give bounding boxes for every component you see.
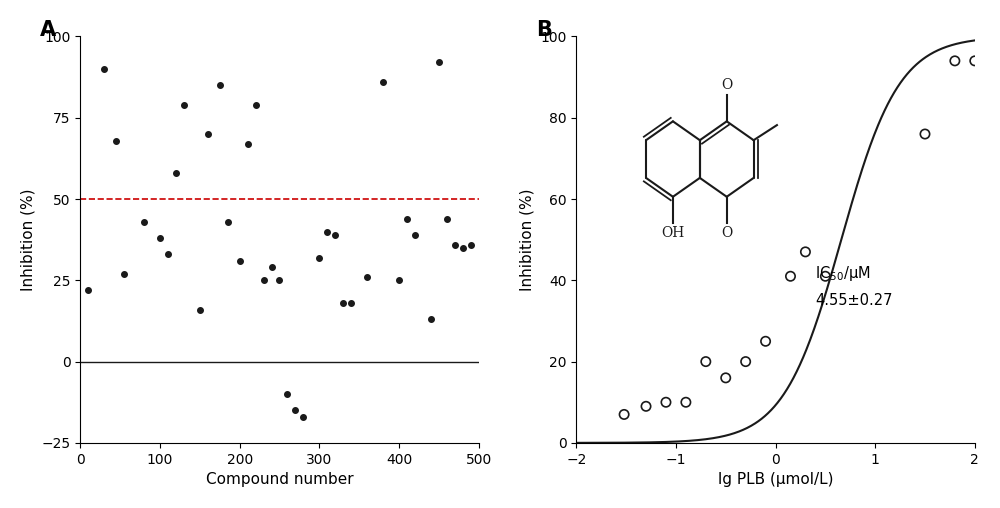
Point	[192, 305, 208, 313]
Point	[279, 390, 295, 398]
Point	[96, 65, 112, 73]
Point	[264, 263, 280, 271]
Point	[947, 57, 963, 65]
Text: A: A	[40, 20, 57, 40]
Point	[200, 130, 216, 138]
Point	[256, 276, 272, 284]
Point	[287, 406, 303, 415]
Point	[718, 374, 734, 382]
Point	[116, 270, 132, 278]
Point	[220, 218, 236, 226]
Point	[359, 273, 375, 281]
Point	[758, 337, 774, 345]
Point	[967, 57, 983, 65]
Point	[455, 244, 471, 252]
X-axis label: lg PLB (μmol/L): lg PLB (μmol/L)	[718, 472, 833, 487]
Point	[295, 413, 311, 421]
Y-axis label: Inhibition (%): Inhibition (%)	[520, 188, 535, 291]
Point	[168, 169, 184, 177]
Point	[212, 81, 228, 89]
Text: IC$_{50}$/μM
4.55±0.27: IC$_{50}$/μM 4.55±0.27	[815, 264, 893, 308]
Point	[797, 248, 813, 256]
Point	[463, 240, 479, 248]
Point	[738, 358, 754, 366]
Point	[248, 101, 264, 109]
Point	[439, 214, 455, 223]
Point	[658, 398, 674, 406]
Point	[391, 276, 407, 284]
Point	[108, 137, 124, 145]
Text: B: B	[536, 20, 552, 40]
Point	[160, 250, 176, 259]
Point	[616, 410, 632, 419]
Y-axis label: Inhibition (%): Inhibition (%)	[21, 188, 36, 291]
Point	[240, 140, 256, 148]
Point	[152, 234, 168, 242]
Point	[271, 276, 287, 284]
Point	[698, 358, 714, 366]
Point	[407, 231, 423, 239]
Point	[343, 299, 359, 307]
Point	[80, 286, 96, 294]
Point	[678, 398, 694, 406]
X-axis label: Compound number: Compound number	[206, 472, 353, 487]
Point	[375, 78, 391, 86]
Point	[136, 218, 152, 226]
Point	[399, 214, 415, 223]
Point	[319, 228, 335, 236]
Point	[917, 130, 933, 138]
Point	[638, 402, 654, 410]
Point	[782, 272, 798, 280]
Point	[176, 101, 192, 109]
Point	[447, 240, 463, 248]
Point	[327, 231, 343, 239]
Point	[431, 58, 447, 67]
Point	[232, 257, 248, 265]
Point	[335, 299, 351, 307]
Point	[311, 253, 327, 262]
Point	[817, 272, 833, 280]
Point	[423, 315, 439, 324]
